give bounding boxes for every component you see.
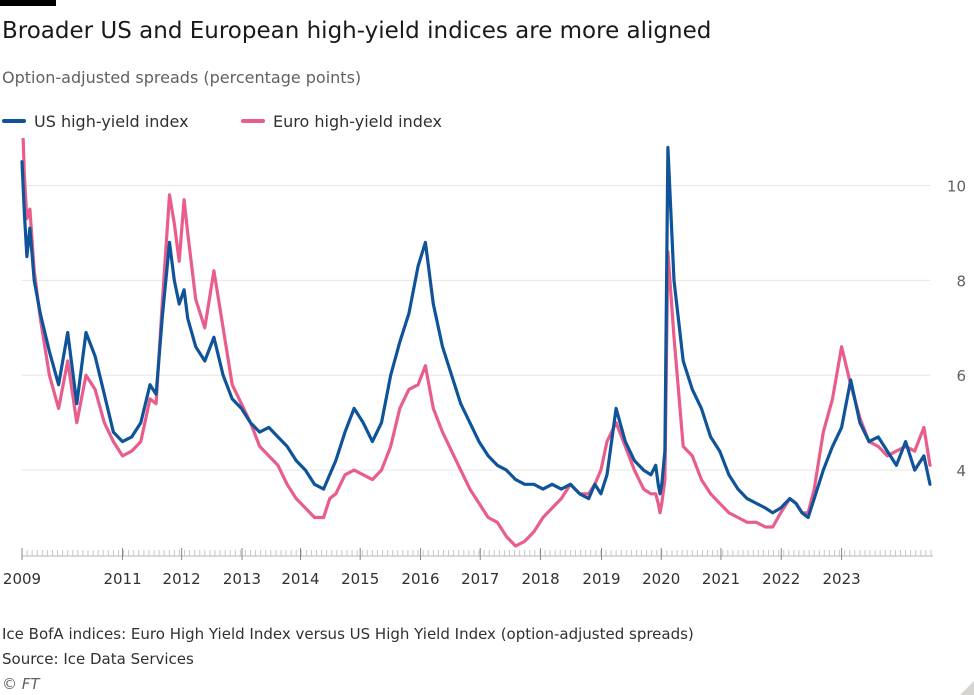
x-tick-label: 2013 bbox=[223, 570, 261, 588]
x-tick-label: 2023 bbox=[823, 570, 861, 588]
legend-swatch-euro bbox=[241, 119, 265, 123]
source-note: Source: Ice Data Services bbox=[2, 650, 194, 668]
x-tick-label: 2017 bbox=[461, 570, 499, 588]
footnote: Ice BofA indices: Euro High Yield Index … bbox=[2, 625, 694, 643]
brand-bar bbox=[0, 0, 56, 6]
y-tick-label: 4 bbox=[956, 462, 966, 480]
line-chart: 2009 2011 2012 2013 2014 2015 2016 2017 2018 2019… bbox=[3, 138, 966, 588]
copyright: © FT bbox=[2, 675, 40, 693]
corner-fold bbox=[960, 681, 974, 695]
x-tick-label: 2021 bbox=[702, 570, 740, 588]
series-line-us-high-yield bbox=[20, 145, 932, 520]
x-tick-label: 2011 bbox=[103, 570, 141, 588]
series-lines bbox=[20, 138, 932, 548]
x-tick-label: 2019 bbox=[582, 570, 620, 588]
y-axis: 4 6 8 10 bbox=[947, 177, 966, 480]
y-tick-label: 10 bbox=[947, 177, 966, 195]
x-tick-label: 2012 bbox=[163, 570, 201, 588]
x-tick-label: 2014 bbox=[281, 570, 319, 588]
x-tick-label: 2015 bbox=[341, 570, 379, 588]
y-tick-label: 8 bbox=[956, 272, 966, 290]
legend-label-us: US high-yield index bbox=[34, 112, 189, 131]
chart-title: Broader US and European high-yield indic… bbox=[2, 18, 712, 44]
legend-item-us: US high-yield index bbox=[2, 112, 189, 131]
x-axis: 2009 2011 2012 2013 2014 2015 2016 2017 2018 2019… bbox=[3, 548, 933, 588]
x-tick-label: 2020 bbox=[642, 570, 680, 588]
gridlines bbox=[22, 184, 930, 471]
y-tick-label: 6 bbox=[956, 367, 966, 385]
legend-swatch-us bbox=[2, 119, 26, 123]
x-tick-label: 2009 bbox=[3, 570, 41, 588]
series-line-euro-high-yield bbox=[21, 138, 932, 548]
legend-item-euro: Euro high-yield index bbox=[241, 112, 442, 131]
x-tick-label: 2016 bbox=[401, 570, 439, 588]
chart-subtitle: Option-adjusted spreads (percentage poin… bbox=[2, 68, 362, 87]
legend-label-euro: Euro high-yield index bbox=[273, 112, 442, 131]
x-tick-label: 2018 bbox=[521, 570, 559, 588]
x-tick-label: 2022 bbox=[762, 570, 800, 588]
